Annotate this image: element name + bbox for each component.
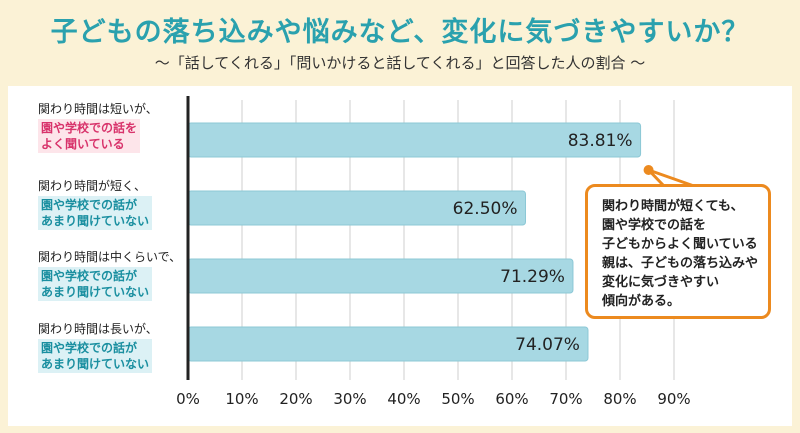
x-tick-label: 0% (176, 390, 200, 408)
x-tick-label: 30% (333, 390, 366, 408)
category-label-2: 関わり時間が短く、 園や学校での話が あまり聞けていない (38, 178, 188, 230)
callout-anchor-dot (643, 165, 654, 175)
value-label: 62.50% (453, 199, 518, 219)
value-label: 71.29% (500, 267, 565, 287)
category-lead: 関わり時間は短いが、 (38, 102, 158, 116)
category-label-4: 関わり時間は長いが、 園や学校での話が あまり聞けていない (38, 321, 188, 373)
page-title: 子どもの落ち込みや悩みなど、変化に気づきやすいか？ (50, 17, 750, 48)
callout-box: 関わり時間が短くても、 園や学校での話を 子どもからよく聞いている 親は、子ども… (585, 184, 771, 319)
category-highlight: 園や学校での話を よく聞いている (38, 119, 141, 153)
x-tick-label: 80% (603, 390, 636, 408)
value-label: 83.81% (568, 131, 633, 151)
x-tick-label: 70% (549, 390, 582, 408)
x-tick-label: 50% (441, 390, 474, 408)
category-highlight: 園や学校での話が あまり聞けていない (38, 267, 153, 301)
category-label-1: 関わり時間は短いが、 園や学校での話を よく聞いている (38, 101, 188, 153)
x-tick-label: 20% (279, 390, 312, 408)
value-label: 74.07% (515, 335, 580, 355)
x-tick-label: 10% (225, 390, 258, 408)
category-lead: 関わり時間が短く、 (38, 179, 147, 193)
x-tick-label: 40% (387, 390, 420, 408)
category-lead: 関わり時間は長いが、 (38, 322, 158, 336)
page-subtitle: 〜「話してくれる」「問いかけると話してくれる」と回答した人の割合 〜 (154, 54, 646, 72)
category-lead: 関わり時間は中くらいで、 (38, 250, 182, 264)
category-label-3: 関わり時間は中くらいで、 園や学校での話が あまり聞けていない (38, 249, 188, 301)
x-tick-label: 60% (495, 390, 528, 408)
category-highlight: 園や学校での話が あまり聞けていない (38, 196, 153, 230)
x-tick-label: 90% (657, 390, 690, 408)
category-highlight: 園や学校での話が あまり聞けていない (38, 339, 153, 373)
